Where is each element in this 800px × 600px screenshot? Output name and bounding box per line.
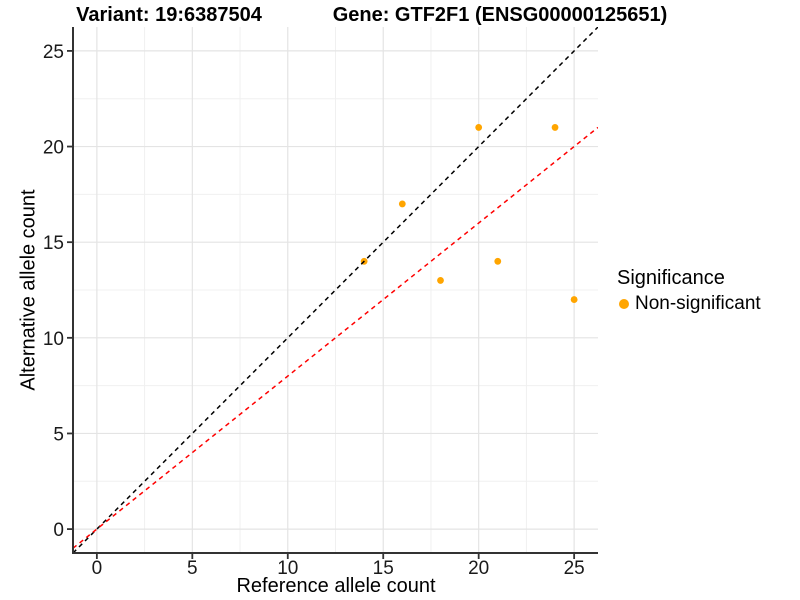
x-tick-label: 0 <box>92 558 103 579</box>
axis-ticks-and-labels: 0 5 10 15 20 25 0 5 10 15 20 25 <box>43 42 585 579</box>
y-tick-label: 25 <box>43 42 64 63</box>
x-tick-label: 5 <box>187 558 198 579</box>
legend-item: Non-significant <box>617 293 761 315</box>
data-point <box>437 277 444 284</box>
y-tick-label: 5 <box>53 424 64 445</box>
x-tick-label: 20 <box>468 558 489 579</box>
x-tick-label: 25 <box>564 558 585 579</box>
legend-title: Significance <box>617 267 725 289</box>
y-tick-label: 0 <box>53 520 64 541</box>
legend-point-icon <box>619 299 629 309</box>
variant-title: Variant: 19:6387504 <box>76 4 262 26</box>
data-point <box>475 124 483 131</box>
gene-title: Gene: GTF2F1 (ENSG00000125651) <box>332 4 668 26</box>
data-points <box>360 124 578 303</box>
x-tick-label: 10 <box>277 558 298 579</box>
data-point <box>551 124 559 131</box>
legend: Significance Non-significant <box>617 267 761 315</box>
y-tick-label: 20 <box>43 138 64 159</box>
gridlines <box>73 27 598 553</box>
x-axis-title: Reference allele count <box>236 575 436 597</box>
y-tick-label: 15 <box>43 233 64 254</box>
reference-lines <box>73 27 598 553</box>
legend-item-label: Non-significant <box>635 293 761 314</box>
y-axis-title: Alternative allele count <box>17 189 40 391</box>
data-point <box>570 296 578 303</box>
data-point <box>494 257 502 265</box>
y-tick-label: 10 <box>43 329 64 350</box>
fit-line <box>73 126 598 549</box>
x-tick-label: 15 <box>373 558 394 579</box>
data-point <box>398 200 406 208</box>
